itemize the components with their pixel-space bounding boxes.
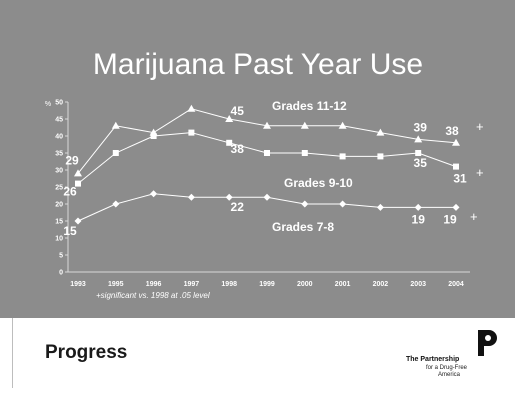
series-1-point-1995 bbox=[112, 150, 119, 156]
x-tick-label-2000: 2000 bbox=[297, 281, 313, 288]
series-0-point-2004 bbox=[452, 138, 460, 146]
series-1-point-2000 bbox=[301, 150, 308, 156]
y-tick-label-7: 35 bbox=[55, 151, 63, 158]
series-label-grades-7-8: Grades 7-8 bbox=[272, 220, 334, 234]
y-tick-label-10: 50 bbox=[55, 100, 63, 107]
x-ticks: 1993 1995 1996 1997 1998 1999 2000 2001 2002 2003… bbox=[70, 281, 464, 288]
x-tick-label-2003: 2003 bbox=[410, 281, 426, 288]
x-tick-label-2002: 2002 bbox=[373, 281, 389, 288]
series-2-point-2001 bbox=[339, 200, 347, 208]
series-0-point-1999 bbox=[263, 121, 271, 129]
footnote: +significant vs. 1998 at .05 level bbox=[96, 291, 210, 300]
series-0-point-1995 bbox=[111, 121, 120, 129]
series-0-point-2003 bbox=[414, 135, 423, 143]
logo-name: The Partnership bbox=[406, 356, 460, 363]
x-tick-label-1998: 1998 bbox=[221, 281, 237, 288]
series-2-point-2002 bbox=[376, 203, 384, 211]
series-2-point-1999 bbox=[263, 193, 271, 201]
data-labels: 29 45 39 38 26 38 35 31 15 22 19 19 bbox=[63, 104, 467, 238]
series-2-point-1993 bbox=[74, 217, 82, 225]
series-1-point-1996 bbox=[150, 133, 157, 139]
y-tick-label-2: 10 bbox=[55, 236, 63, 243]
y-tick-label-1: 5 bbox=[59, 253, 63, 260]
data-label-series-2-2003: 19 bbox=[412, 212, 426, 226]
series-1-point-1998 bbox=[226, 139, 233, 146]
series-2-point-2003 bbox=[414, 203, 422, 211]
y-tick-label-9: 45 bbox=[55, 117, 63, 124]
series-1-point-2002 bbox=[377, 153, 384, 160]
footer-label: Progress bbox=[45, 342, 128, 363]
data-label-series-2-2004: 19 bbox=[443, 212, 457, 226]
data-label-series-1-2004: 31 bbox=[453, 172, 467, 186]
series-line-0 bbox=[77, 108, 457, 174]
significance-mark-11-12: + bbox=[476, 119, 484, 134]
series-0-point-1993 bbox=[74, 169, 82, 177]
logo-p-mark bbox=[478, 330, 497, 356]
data-label-series-1-2003: 35 bbox=[414, 156, 428, 170]
series-1-point-1993 bbox=[75, 180, 81, 187]
series-0-point-2000 bbox=[300, 121, 309, 129]
partnership-logo: The Partnership for a Drug-Free America bbox=[398, 328, 498, 388]
series-1-point-1997 bbox=[188, 129, 195, 136]
series-2-point-1998 bbox=[225, 193, 233, 201]
y-tick-label-3: 15 bbox=[55, 219, 63, 226]
x-tick-label-1997: 1997 bbox=[184, 281, 200, 288]
series-0-point-2001 bbox=[338, 121, 347, 129]
data-label-series-0-1998: 45 bbox=[231, 104, 245, 118]
series-2-point-1996 bbox=[150, 190, 158, 198]
series-markers bbox=[74, 104, 460, 225]
series-0-point-1998 bbox=[225, 115, 234, 122]
data-label-series-0-2003: 39 bbox=[414, 120, 428, 134]
series-line-1 bbox=[77, 132, 457, 184]
significance-mark-7-8: + bbox=[470, 209, 478, 224]
x-tick-label-2001: 2001 bbox=[335, 281, 351, 288]
data-label-series-0-2004: 38 bbox=[445, 124, 459, 138]
series-2-point-2000 bbox=[301, 200, 309, 208]
logo-subtitle-2: America bbox=[438, 372, 461, 378]
series-0-point-2002 bbox=[376, 128, 385, 136]
x-tick-label-1993: 1993 bbox=[70, 281, 86, 288]
slide-panel bbox=[0, 0, 515, 318]
y-axis-label: % bbox=[45, 101, 51, 108]
data-label-series-2-1993: 15 bbox=[63, 224, 77, 238]
y-tick-label-0: 0 bbox=[59, 270, 63, 277]
logo-subtitle-1: for a Drug-Free bbox=[426, 365, 468, 371]
data-label-series-1-1993: 26 bbox=[63, 185, 77, 199]
chart: Marijuana Past Year Use % 05101520253035… bbox=[45, 48, 484, 300]
series-1-point-2004 bbox=[453, 163, 459, 170]
data-label-series-1-1998: 38 bbox=[231, 142, 245, 156]
series-2-point-2004 bbox=[452, 203, 460, 211]
series-2-point-1997 bbox=[187, 193, 195, 201]
data-label-series-2-1998: 22 bbox=[231, 200, 245, 214]
series-1-point-2001 bbox=[339, 153, 346, 160]
divider bbox=[12, 318, 13, 388]
x-tick-label-1996: 1996 bbox=[146, 281, 162, 288]
series-1-point-1999 bbox=[264, 150, 270, 156]
series-1-point-2003 bbox=[415, 150, 422, 156]
x-tick-label-2004: 2004 bbox=[448, 281, 464, 288]
significance-mark-9-10: + bbox=[476, 165, 484, 180]
y-tick-label-6: 30 bbox=[55, 168, 63, 175]
series-label-grades-9-10: Grades 9-10 bbox=[284, 176, 353, 190]
data-label-series-0-1993: 29 bbox=[65, 153, 79, 167]
x-tick-label-1999: 1999 bbox=[259, 281, 275, 288]
y-ticks: 0 5 10 15 20 25 30 35 40 45 50 bbox=[55, 100, 68, 277]
series-2-point-1995 bbox=[112, 200, 120, 208]
x-tick-label-1995: 1995 bbox=[108, 281, 124, 288]
y-tick-label-4: 20 bbox=[55, 202, 63, 209]
y-tick-label-5: 25 bbox=[55, 185, 63, 192]
series-label-grades-11-12: Grades 11-12 bbox=[272, 99, 347, 113]
slide-title: Marijuana Past Year Use bbox=[93, 48, 423, 81]
series-0-point-1997 bbox=[187, 104, 196, 112]
y-tick-label-8: 40 bbox=[55, 134, 63, 141]
